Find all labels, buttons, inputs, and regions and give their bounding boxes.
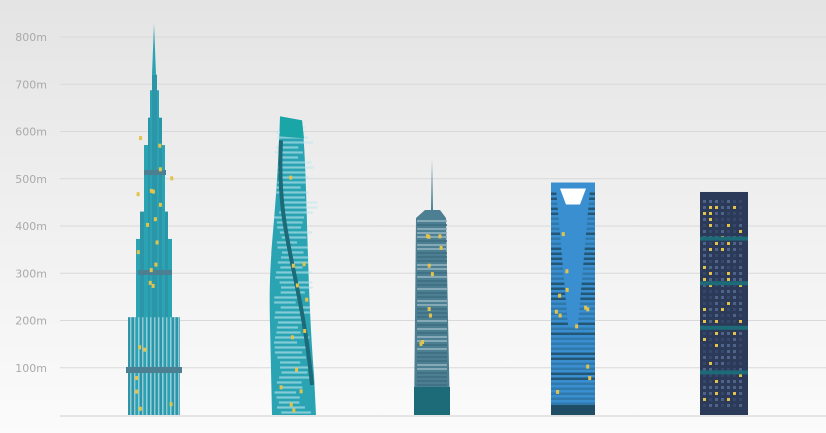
building-bars	[126, 23, 748, 416]
y-axis-ticks: 100m 200m 300m 400m 500m 600m 700m 800m	[15, 31, 47, 375]
y-tick-label: 200m	[15, 315, 47, 328]
y-tick-label: 600m	[15, 126, 47, 139]
twisting-tower-bar	[269, 116, 318, 415]
bottle-opener-tower-bar	[551, 182, 595, 416]
y-tick-label: 300m	[15, 267, 47, 280]
y-tick-label: 500m	[15, 173, 47, 186]
tapered-spire-tower-bar	[126, 23, 182, 416]
block-tower-bar	[700, 191, 748, 415]
y-tick-label: 700m	[15, 78, 47, 91]
gridlines	[60, 36, 826, 417]
y-tick-label: 800m	[15, 31, 47, 44]
y-tick-label: 100m	[15, 362, 47, 375]
y-tick-label: 400m	[15, 220, 47, 233]
spire-tower-bar	[414, 159, 450, 415]
